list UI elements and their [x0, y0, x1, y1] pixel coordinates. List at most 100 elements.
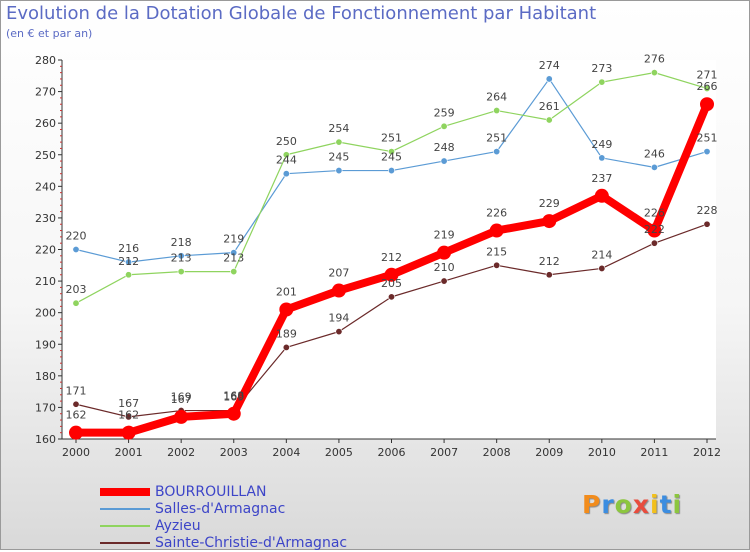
- data-point: [598, 154, 606, 162]
- y-tick-label: 210: [35, 275, 56, 288]
- data-point: [387, 167, 395, 175]
- data-label: 245: [381, 151, 402, 164]
- data-point: [72, 246, 80, 254]
- data-label: 245: [328, 151, 349, 164]
- data-label: 251: [697, 132, 718, 145]
- data-label: 222: [644, 223, 665, 236]
- data-label: 213: [171, 252, 192, 265]
- data-label: 249: [591, 138, 612, 151]
- data-point: [125, 258, 133, 266]
- y-tick-label: 240: [35, 180, 56, 193]
- data-point: [700, 97, 714, 112]
- proxiti-logo: Proxiti: [582, 490, 682, 519]
- data-point: [545, 116, 553, 124]
- x-tick-label: 2010: [588, 446, 616, 459]
- data-point: [437, 245, 452, 260]
- x-tick-label: 2011: [640, 446, 668, 459]
- data-point: [598, 264, 606, 272]
- x-tick-label: 2005: [325, 446, 353, 459]
- data-label: 264: [486, 91, 507, 104]
- data-label: 212: [381, 251, 402, 264]
- data-label: 189: [276, 327, 297, 340]
- data-point: [335, 167, 343, 175]
- y-tick-label: 260: [35, 117, 56, 130]
- data-point: [335, 328, 343, 336]
- data-label: 219: [434, 229, 455, 242]
- data-label: 201: [276, 286, 297, 299]
- legend-swatch-sainte-christie-d-armagnac: [100, 542, 150, 544]
- data-point: [650, 163, 658, 171]
- data-label: 271: [697, 68, 718, 81]
- data-point: [703, 220, 711, 228]
- y-tick-label: 170: [35, 401, 56, 414]
- data-point: [279, 302, 294, 317]
- chart-subtitle: (en € et par an): [6, 27, 93, 40]
- data-point: [647, 223, 662, 238]
- data-label: 237: [591, 172, 612, 185]
- data-label: 219: [223, 233, 244, 246]
- data-label: 216: [118, 242, 139, 255]
- data-point: [598, 78, 606, 86]
- logo-letter: P: [582, 490, 602, 519]
- data-point: [384, 267, 399, 282]
- y-tick-label: 160: [35, 433, 56, 446]
- data-point: [493, 107, 501, 115]
- data-point: [387, 293, 395, 301]
- y-tick-label: 180: [35, 370, 56, 383]
- data-label: 212: [118, 255, 139, 268]
- data-label: 226: [486, 207, 507, 220]
- data-label: 228: [697, 204, 718, 217]
- data-label: 248: [434, 141, 455, 154]
- y-tick-label: 250: [35, 149, 56, 162]
- data-label: 167: [118, 397, 139, 410]
- data-label: 266: [697, 80, 718, 93]
- logo-letter: o: [614, 490, 633, 519]
- data-label: 169: [171, 391, 192, 404]
- data-point: [331, 283, 346, 298]
- data-label: 251: [486, 132, 507, 145]
- legend-swatch-ayzieu: [100, 525, 150, 527]
- x-tick-label: 2009: [535, 446, 563, 459]
- data-label: 261: [539, 100, 560, 113]
- data-point: [545, 271, 553, 279]
- data-point: [650, 239, 658, 247]
- data-point: [125, 413, 133, 421]
- data-point: [230, 249, 238, 257]
- chart-title: Evolution de la Dotation Globale de Fonc…: [6, 3, 597, 24]
- data-point: [226, 406, 241, 421]
- logo-letter: r: [601, 490, 615, 519]
- x-tick-label: 2003: [220, 446, 248, 459]
- data-point: [703, 148, 711, 156]
- data-point: [387, 148, 395, 156]
- data-label: 226: [644, 207, 665, 220]
- x-tick-label: 2008: [483, 446, 511, 459]
- data-label: 169: [223, 391, 244, 404]
- data-label: 194: [328, 312, 349, 325]
- data-label: 229: [539, 197, 560, 210]
- data-label: 171: [66, 384, 87, 397]
- data-point: [542, 214, 557, 229]
- logo-letter: t: [659, 490, 673, 519]
- data-label: 218: [171, 236, 192, 249]
- x-tick-label: 2000: [62, 446, 90, 459]
- x-tick-label: 2004: [272, 446, 300, 459]
- data-point: [174, 409, 189, 424]
- data-label: 274: [539, 59, 560, 72]
- y-tick-label: 220: [35, 244, 56, 257]
- data-label: 259: [434, 106, 455, 119]
- legend-label: Ayzieu: [155, 518, 201, 534]
- legend-label: Sainte-Christie-d'Armagnac: [155, 535, 348, 551]
- x-tick-label: 2001: [115, 446, 143, 459]
- data-label: 207: [328, 267, 349, 280]
- x-tick-label: 2007: [430, 446, 458, 459]
- data-label: 205: [381, 277, 402, 290]
- y-tick-label: 270: [35, 86, 56, 99]
- y-tick-label: 200: [35, 307, 56, 320]
- data-point: [125, 271, 133, 279]
- x-tick-label: 2006: [378, 446, 406, 459]
- data-point: [703, 84, 711, 92]
- x-tick-label: 2002: [167, 446, 195, 459]
- data-point: [177, 268, 185, 276]
- data-label: 273: [591, 62, 612, 75]
